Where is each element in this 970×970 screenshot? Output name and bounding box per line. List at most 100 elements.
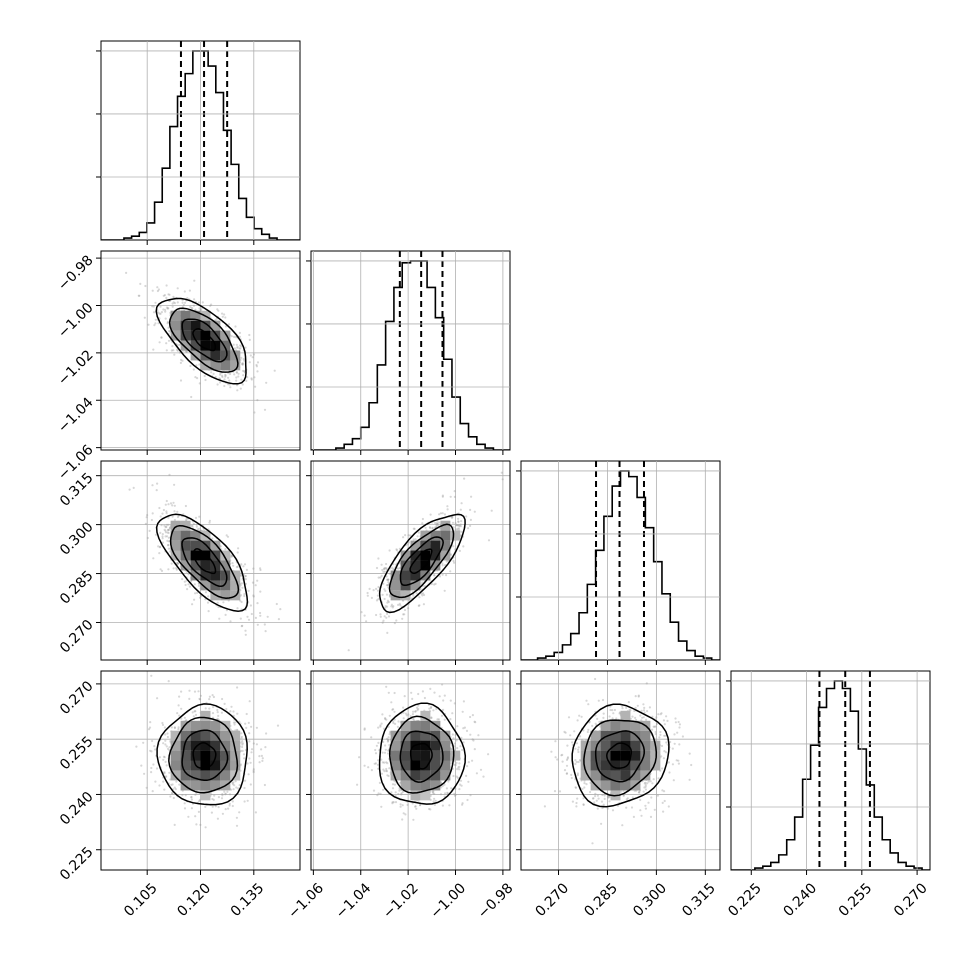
sample-point [168,550,172,553]
sample-point [458,765,461,768]
sample-point [160,524,163,527]
sample-point [147,323,150,326]
density-cell [440,520,451,531]
density-cell [220,330,231,341]
density-cell [220,740,231,751]
sample-point [181,359,184,362]
sample-point [398,566,401,570]
sample-point [169,795,172,798]
sample-point [197,690,200,693]
sample-point [263,623,266,626]
sample-point [204,707,207,710]
density-cell [180,560,191,571]
sample-point [461,803,464,806]
density-cell [440,770,451,781]
sample-point [161,535,164,538]
sample-point [431,527,434,530]
sample-point [166,531,169,534]
sample-point [159,305,162,308]
sample-point [191,525,194,528]
sample-point [241,362,244,365]
sample-point [179,379,183,382]
contour-2 [388,523,455,599]
sample-point [458,788,461,791]
sample-point [379,792,382,796]
density-cell [210,540,221,551]
sample-point [193,710,196,713]
sample-point [248,732,251,735]
sample-point [242,753,246,756]
sample-point [194,793,197,796]
sample-point [414,805,417,808]
sample-point [162,755,166,758]
sample-point [453,742,457,745]
sample-point [221,697,224,701]
sample-point [452,545,455,548]
sample-point [199,308,202,311]
sample-point [159,515,162,518]
sample-point [192,304,196,307]
density-cell [190,770,201,781]
sample-point [471,714,474,717]
density-cell [200,540,211,551]
density-cell [210,330,221,341]
density-cell [390,570,401,581]
density-cell [410,560,421,571]
sample-point [595,799,598,802]
sample-point [170,562,173,565]
density-cell [200,710,211,721]
sample-point [189,305,192,308]
sample-point [216,383,219,386]
sample-point [428,526,431,529]
sample-point [433,526,436,529]
sample-point [237,375,240,378]
sample-point [159,545,162,548]
density-cell [180,770,191,781]
sample-point [430,716,433,720]
sample-point [234,780,237,783]
sample-point [386,584,389,587]
sample-point [391,802,394,805]
sample-point [149,721,152,724]
sample-point [230,788,233,791]
sample-point [199,694,202,697]
sample-point [163,294,166,297]
sample-point [397,720,400,723]
sample-point [239,344,242,347]
sample-point [173,504,176,507]
sample-point [236,686,239,689]
contour-3 [378,702,467,805]
sample-point [183,802,186,805]
sample-point [377,557,380,560]
sample-point [466,765,469,768]
density-cell [430,780,441,791]
density-cell [410,730,421,741]
sample-point [385,568,388,571]
sample-point [415,592,418,595]
sample-point [227,376,230,379]
sample-point [194,713,198,717]
histogram-panel-0 [96,40,301,245]
sample-point [414,805,417,808]
sample-point [241,745,244,749]
sample-point [245,568,248,572]
y-tick-label-3-0: 0.225 [57,844,97,884]
sample-point [279,608,282,611]
sample-point [406,803,409,807]
sample-point [393,710,396,713]
sample-point [438,695,441,698]
sample-point [196,528,199,531]
sample-point [152,557,155,560]
sample-point [465,729,469,733]
sample-point [190,524,193,527]
sample-point [443,718,446,721]
sample-point [236,712,239,715]
sample-point [392,568,395,571]
sample-point [220,797,224,800]
sample-point [238,331,241,334]
sample-point [152,311,156,314]
sample-point [187,583,190,586]
sample-point [167,568,170,571]
sample-point [234,336,237,339]
sample-point [164,310,167,313]
